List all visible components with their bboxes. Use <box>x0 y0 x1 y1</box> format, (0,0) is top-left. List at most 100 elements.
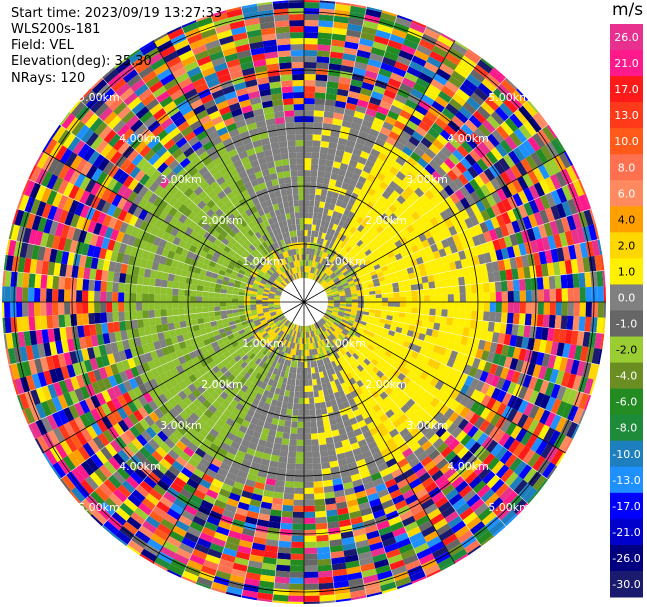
velocity-gate <box>453 309 460 319</box>
velocity-gate <box>421 66 436 79</box>
velocity-gate <box>338 309 346 313</box>
velocity-gate <box>337 137 348 146</box>
velocity-gate <box>324 275 330 281</box>
velocity-gate <box>495 125 510 140</box>
velocity-gate <box>320 264 325 271</box>
velocity-gate <box>208 287 216 293</box>
velocity-gate <box>290 553 304 560</box>
velocity-gate <box>304 439 312 446</box>
velocity-gate <box>369 308 376 314</box>
velocity-gate <box>289 390 295 398</box>
velocity-gate <box>359 211 368 220</box>
velocity-gate <box>304 463 313 470</box>
velocity-gate <box>311 439 320 446</box>
velocity-gate <box>310 170 318 177</box>
velocity-gate <box>344 289 351 294</box>
velocity-gate <box>469 319 477 330</box>
velocity-gate <box>543 222 554 237</box>
velocity-gate <box>320 271 326 278</box>
velocity-gate <box>341 280 348 285</box>
velocity-gate <box>481 320 489 332</box>
velocity-gate <box>320 140 330 148</box>
velocity-gate <box>481 272 489 284</box>
velocity-gate <box>336 232 343 240</box>
velocity-gate <box>416 256 424 265</box>
velocity-gate <box>375 305 382 311</box>
velocity-gate <box>366 6 383 13</box>
velocity-gate <box>421 152 433 164</box>
velocity-gate <box>452 317 460 327</box>
velocity-gate <box>416 141 429 153</box>
velocity-gate <box>415 277 423 285</box>
velocity-gate <box>324 202 331 210</box>
velocity-gate <box>538 250 547 265</box>
velocity-gate <box>304 80 316 87</box>
velocity-gate <box>395 156 407 167</box>
velocity-gate <box>343 284 350 289</box>
velocity-gate <box>362 165 373 174</box>
velocity-gate <box>517 204 529 219</box>
velocity-gate <box>363 308 370 313</box>
velocity-gate <box>387 306 394 312</box>
velocity-gate <box>321 280 327 286</box>
velocity-gate <box>312 242 317 250</box>
velocity-gate <box>342 221 349 230</box>
velocity-gate <box>398 312 406 318</box>
velocity-gate <box>112 311 119 323</box>
velocity-gate <box>428 227 438 237</box>
velocity-gate <box>468 226 478 238</box>
velocity-gate <box>342 243 350 251</box>
velocity-gate <box>411 201 421 212</box>
velocity-gate <box>166 302 173 310</box>
velocity-gate <box>333 15 350 24</box>
velocity-gate <box>485 331 494 342</box>
velocity-gate <box>425 200 436 211</box>
velocity-gate <box>536 314 544 328</box>
velocity-gate <box>539 209 550 225</box>
velocity-gate <box>542 314 550 328</box>
velocity-gate <box>408 181 419 192</box>
velocity-gate <box>293 499 304 506</box>
velocity-gate <box>465 284 472 294</box>
velocity-gate <box>106 312 114 323</box>
velocity-gate <box>350 5 367 15</box>
velocity-gate <box>353 236 361 244</box>
velocity-gate <box>334 106 346 115</box>
velocity-gate <box>373 263 381 271</box>
velocity-gate <box>460 335 469 346</box>
velocity-gate <box>552 261 561 276</box>
velocity-gate <box>555 137 566 152</box>
velocity-gate <box>336 246 343 254</box>
velocity-gate <box>465 194 476 206</box>
velocity-gate <box>277 546 292 554</box>
velocity-gate <box>312 457 321 464</box>
velocity-gate <box>344 145 355 154</box>
velocity-gate <box>357 295 364 300</box>
velocity-gate <box>512 313 520 325</box>
velocity-gate <box>356 216 364 225</box>
velocity-gate <box>344 216 352 225</box>
velocity-gate <box>533 211 544 226</box>
velocity-gate <box>288 439 297 446</box>
velocity-gate <box>566 165 579 183</box>
velocity-gate <box>315 68 329 76</box>
velocity-gate <box>387 251 395 259</box>
velocity-gate <box>452 132 466 145</box>
velocity-gate <box>548 275 556 290</box>
velocity-gate <box>315 262 320 269</box>
velocity-gate <box>328 263 335 270</box>
velocity-gate <box>387 297 394 302</box>
velocity-gate <box>446 236 456 247</box>
velocity-gate <box>329 282 336 287</box>
velocity-gate <box>380 314 387 320</box>
velocity-gate <box>307 224 313 231</box>
velocity-gate <box>427 274 435 283</box>
velocity-gate <box>372 221 381 230</box>
velocity-gate <box>320 134 331 142</box>
velocity-gate <box>377 105 390 116</box>
velocity-gate <box>363 298 370 302</box>
velocity-gate <box>343 108 356 117</box>
velocity-gate <box>404 261 413 269</box>
velocity-gate <box>417 308 424 315</box>
velocity-gate <box>459 293 466 302</box>
